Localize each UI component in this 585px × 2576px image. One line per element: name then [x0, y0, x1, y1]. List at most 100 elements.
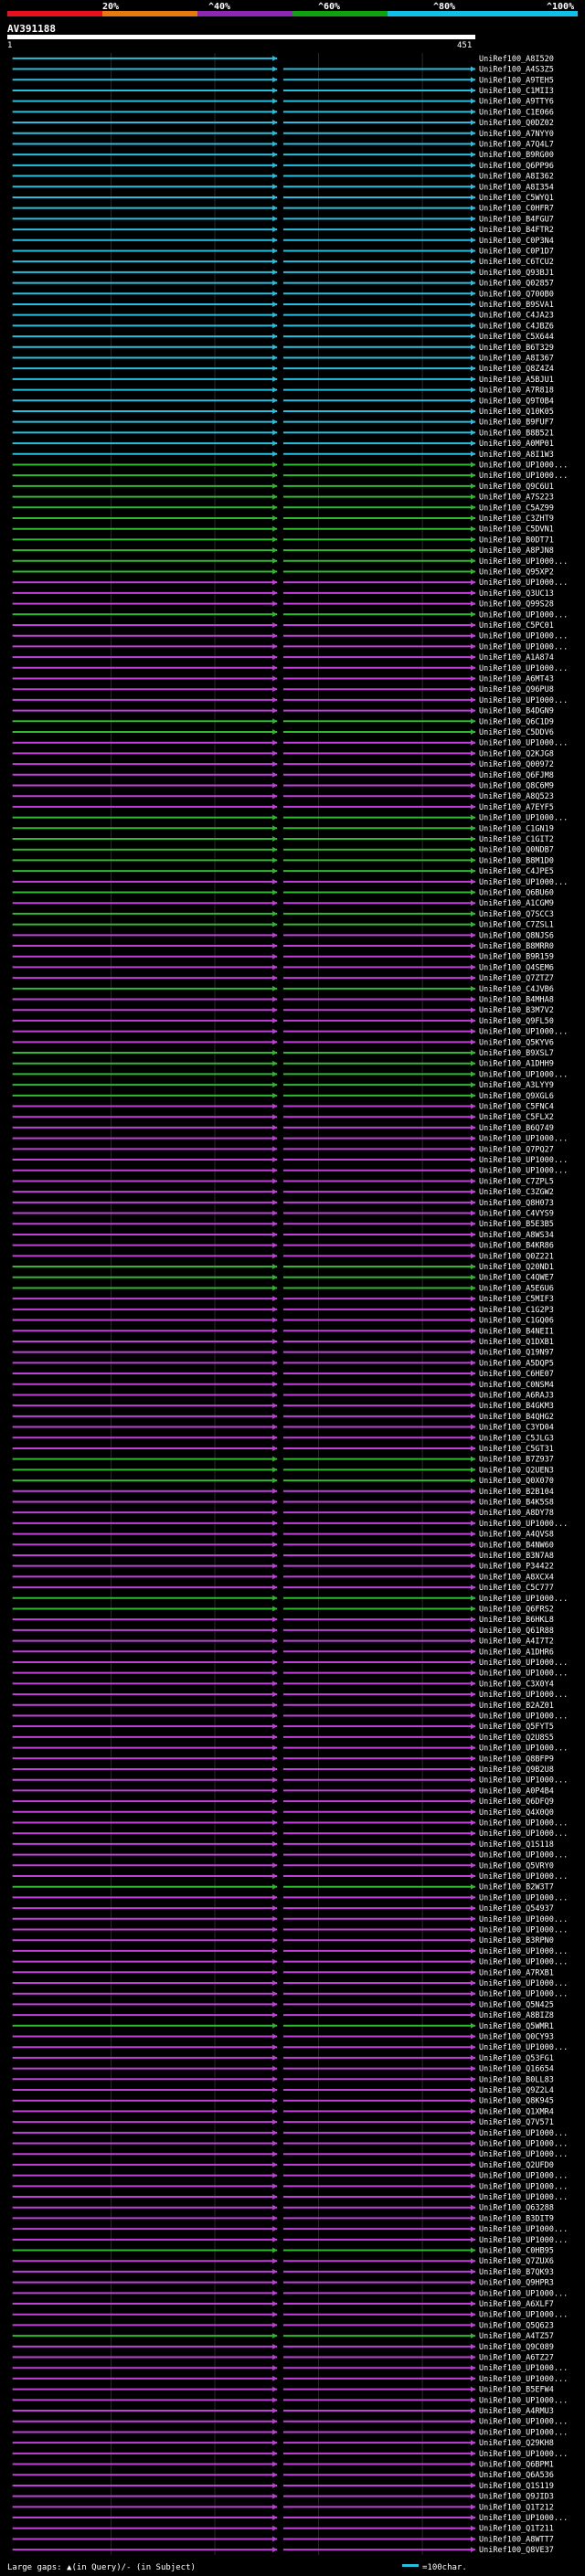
hit-label[interactable]: UniRef100_UP1000...	[479, 1135, 568, 1144]
hit-row[interactable]: UniRef100_UP1000...	[12, 664, 569, 673]
hit-label[interactable]: UniRef100_B8MRR0	[479, 942, 554, 951]
hit-row[interactable]: UniRef100_UP1000...	[12, 1670, 569, 1679]
hit-label[interactable]: UniRef100_C1MII3	[479, 87, 554, 96]
hit-row[interactable]: UniRef100_B5EFW4	[12, 2386, 554, 2395]
hit-label[interactable]: UniRef100_P34422	[479, 1563, 554, 1572]
hit-row[interactable]: UniRef100_B9FUF7	[12, 419, 554, 428]
hit-row[interactable]: UniRef100_A9TEH5	[12, 76, 554, 85]
hit-label[interactable]: UniRef100_Q9JID3	[479, 2493, 554, 2502]
hit-row[interactable]: UniRef100_B4FTR2	[12, 226, 554, 235]
hit-row[interactable]: UniRef100_UP1000...	[12, 2140, 569, 2149]
query-id[interactable]: AV391188	[7, 23, 56, 35]
hit-label[interactable]: UniRef100_Q99S28	[479, 600, 554, 610]
hit-label[interactable]: UniRef100_UP1000...	[479, 1818, 568, 1828]
hit-label[interactable]: UniRef100_B4MHA8	[479, 996, 554, 1005]
hit-label[interactable]: UniRef100_C4JPE5	[479, 867, 554, 876]
hit-row[interactable]: UniRef100_UP1000...	[12, 2364, 569, 2373]
hit-row[interactable]: UniRef100_UP1000...	[12, 2236, 569, 2245]
hit-row[interactable]: UniRef100_C5X644	[12, 333, 554, 342]
hit-row[interactable]: UniRef100_Q6C1D9	[12, 717, 554, 726]
hit-label[interactable]: UniRef100_Q9FL50	[479, 1017, 554, 1026]
hit-row[interactable]: UniRef100_Q00972	[12, 760, 554, 769]
hit-label[interactable]: UniRef100_Q0Z221	[479, 1252, 554, 1261]
hit-row[interactable]: UniRef100_Q53FG1	[12, 2054, 554, 2063]
hit-row[interactable]: UniRef100_UP1000...	[12, 461, 569, 470]
hit-row[interactable]: UniRef100_Q9HPR3	[12, 2279, 554, 2288]
hit-row[interactable]: UniRef100_A8DY78	[12, 1509, 554, 1518]
hit-row[interactable]: UniRef100_UP1000...	[12, 1028, 569, 1037]
hit-label[interactable]: UniRef100_UP1000...	[479, 2182, 568, 2191]
hit-row[interactable]: UniRef100_C0P3N4	[12, 237, 554, 246]
hit-label[interactable]: UniRef100_A6TZ27	[479, 2354, 554, 2363]
hit-label[interactable]: UniRef100_A8WS34	[479, 1231, 554, 1240]
hit-row[interactable]: UniRef100_UP1000...	[12, 2193, 569, 2202]
hit-row[interactable]: UniRef100_UP1000...	[12, 2289, 569, 2298]
hit-row[interactable]: UniRef100_B4DGN9	[12, 707, 554, 716]
hit-row[interactable]: UniRef100_UP1000...	[12, 1659, 569, 1668]
hit-row[interactable]: UniRef100_UP1000...	[12, 1135, 569, 1144]
hit-label[interactable]: UniRef100_C5X644	[479, 333, 554, 342]
hit-label[interactable]: UniRef100_A4TZ57	[479, 2332, 554, 2341]
hit-row[interactable]: UniRef100_Q7ZUX6	[12, 2257, 554, 2266]
hit-label[interactable]: UniRef100_A0P4B4	[479, 1786, 554, 1796]
hit-row[interactable]: UniRef100_Q63288	[12, 2204, 554, 2213]
hit-row[interactable]: UniRef100_C5FLX2	[12, 1113, 554, 1122]
hit-label[interactable]: UniRef100_A4RMU3	[479, 2407, 554, 2416]
hit-row[interactable]: UniRef100_Q9JID3	[12, 2493, 554, 2502]
hit-label[interactable]: UniRef100_A1CGM9	[479, 899, 554, 908]
hit-row[interactable]: UniRef100_A4QVS8	[12, 1531, 554, 1540]
hit-label[interactable]: UniRef100_B4DGN9	[479, 707, 554, 716]
hit-row[interactable]: UniRef100_C4JVB6	[12, 985, 554, 994]
hit-label[interactable]: UniRef100_Q02857	[479, 280, 554, 289]
hit-label[interactable]: UniRef100_Q95XP2	[479, 567, 554, 577]
hit-label[interactable]: UniRef100_C5DDV6	[479, 728, 554, 737]
hit-row[interactable]: UniRef100_C1E066	[12, 108, 554, 117]
hit-label[interactable]: UniRef100_Q9T0B4	[479, 397, 554, 406]
hit-label[interactable]: UniRef100_UP1000...	[479, 664, 568, 673]
hit-row[interactable]: UniRef100_UP1000...	[12, 2225, 569, 2234]
hit-label[interactable]: UniRef100_Q8K945	[479, 2097, 554, 2106]
hit-label[interactable]: UniRef100_Q61R88	[479, 1627, 554, 1636]
hit-label[interactable]: UniRef100_B4QHG2	[479, 1413, 554, 1422]
hit-label[interactable]: UniRef100_UP1000...	[479, 461, 568, 470]
hit-row[interactable]: UniRef100_UP1000...	[12, 1712, 569, 1721]
hit-row[interactable]: UniRef100_UP1000...	[12, 1947, 569, 1956]
hit-row[interactable]: UniRef100_A7RXB1	[12, 1968, 554, 1977]
hit-row[interactable]: UniRef100_B7QK93	[12, 2268, 554, 2277]
hit-row[interactable]: UniRef100_UP1000...	[12, 1070, 569, 1079]
hit-label[interactable]: UniRef100_Q4SEM6	[479, 963, 554, 972]
hit-label[interactable]: UniRef100_UP1000...	[479, 2364, 568, 2373]
hit-row[interactable]: UniRef100_A4TZ57	[12, 2332, 554, 2341]
hit-row[interactable]: UniRef100_A4I7T2	[12, 1638, 554, 1647]
hit-row[interactable]: UniRef100_B9SVA1	[12, 301, 554, 310]
hit-label[interactable]: UniRef100_Q1S118	[479, 1840, 554, 1850]
hit-row[interactable]: UniRef100_B4FGU7	[12, 215, 554, 224]
hit-label[interactable]: UniRef100_Q700B0	[479, 290, 554, 299]
hit-label[interactable]: UniRef100_UP1000...	[479, 2150, 568, 2159]
hit-row[interactable]: UniRef100_A0P4B4	[12, 1786, 554, 1796]
hit-row[interactable]: UniRef100_UP1000...	[12, 2375, 569, 2384]
hit-row[interactable]: UniRef100_A6RAJ3	[12, 1391, 554, 1400]
hit-row[interactable]: UniRef100_B4QHG2	[12, 1413, 554, 1422]
hit-label[interactable]: UniRef100_Q6C1D9	[479, 717, 554, 726]
hit-row[interactable]: UniRef100_Q8Z4Z4	[12, 365, 554, 374]
hit-label[interactable]: UniRef100_Q0NDB7	[479, 846, 554, 855]
hit-label[interactable]: UniRef100_UP1000...	[479, 1659, 568, 1668]
hit-row[interactable]: UniRef100_A1DHR6	[12, 1648, 554, 1657]
hit-label[interactable]: UniRef100_Q7V571	[479, 2118, 554, 2127]
hit-label[interactable]: UniRef100_Q9C6U1	[479, 482, 554, 492]
hit-row[interactable]: UniRef100_UP1000...	[12, 610, 569, 620]
hit-label[interactable]: UniRef100_Q6FJM8	[479, 771, 554, 780]
hit-label[interactable]: UniRef100_C5GT31	[479, 1445, 554, 1454]
hit-label[interactable]: UniRef100_C5AZ99	[479, 504, 554, 513]
hit-row[interactable]: UniRef100_A5E6U6	[12, 1284, 554, 1293]
hit-label[interactable]: UniRef100_B8M1D0	[479, 856, 554, 865]
hit-label[interactable]: UniRef100_A7NYY0	[479, 130, 554, 139]
hit-row[interactable]: UniRef100_C3ZGW2	[12, 1188, 554, 1197]
hit-label[interactable]: UniRef100_Q8BFP9	[479, 1754, 554, 1764]
hit-label[interactable]: UniRef100_C4JA23	[479, 312, 554, 321]
hit-label[interactable]: UniRef100_Q93BJ1	[479, 269, 554, 278]
hit-row[interactable]: UniRef100_A8I1W3	[12, 451, 554, 460]
hit-label[interactable]: UniRef100_A8I362	[479, 173, 554, 182]
hit-row[interactable]: UniRef100_B6T329	[12, 344, 554, 353]
